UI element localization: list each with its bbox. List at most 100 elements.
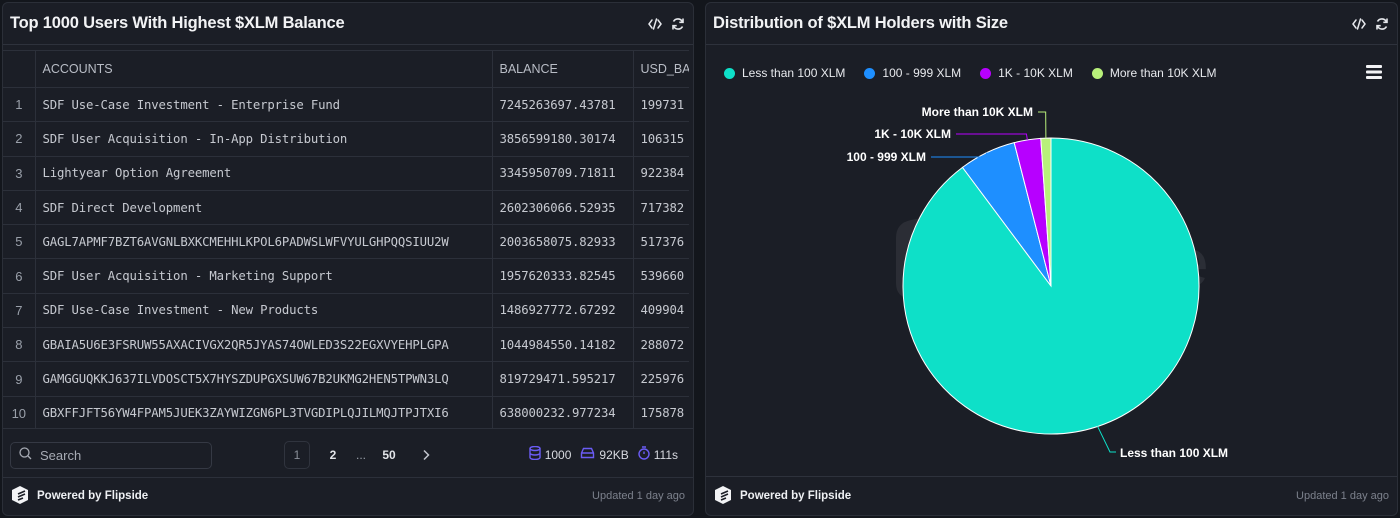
account-cell: GAMGGUQKKJ637ILVDOSCT5X7HYSZDUPGXSUW67B2… [34,361,493,397]
query-stats: 1000 92KB 111s [528,445,678,463]
balance-cell: 1486927772.67292 [491,292,634,329]
footer-divider [706,476,1397,477]
row-count: 1000 [544,447,572,462]
balance-cell: 3345950709.71811 [491,155,634,191]
balance-cell: 819729471.595217 [491,361,634,397]
flipside-logo-icon [10,485,30,508]
account-cell: GAGL7APMF7BZT6AVGNLBXKCMEHHLKPOL6PADWSLW… [34,224,493,260]
account-cell: SDF User Acquisition - In-App Distributi… [34,121,493,157]
distribution-panel: Distribution of $XLM Holders with Size e… [705,2,1398,516]
account-cell: SDF Use-Case Investment - New Products [34,292,493,329]
table-row: 10 GBXFFJFT56YW4FPAM5JUEK3ZAYWIZGN6PL3TVG… [3,395,689,428]
table-row: 9 GAMGGUQKKJ637ILVDOSCT5X7HYSZDUPGXSUW67B… [3,361,689,397]
legend-label: More than 10K XLM [1109,66,1217,80]
results-table: ACCOUNTS BALANCE USD_BA 1 SDF Use-Case In… [3,50,689,428]
row-index: 4 [3,189,36,226]
pie-data-label: Less than 100 XLM [1120,446,1228,460]
balance-cell: 1957620333.82545 [491,258,634,294]
account-cell: SDF Use-Case Investment - Enterprise Fun… [34,86,493,123]
page-2-button[interactable]: 2 [329,448,337,462]
pie-data-labels: Less than 100 XLM 100 - 999 XLM 1K - 10K X… [847,105,1228,460]
balance-cell: 2602306066.52935 [491,189,634,226]
pie-data-label: 100 - 999 XLM [847,150,926,164]
code-icon[interactable] [648,17,662,30]
legend-dot-icon [724,67,735,79]
account-cell: GBAIA5U6E3FSRUW55AXACIVGX2QR5JYAS74OWLED… [34,327,493,363]
row-index: 8 [3,327,36,363]
row-index: 5 [3,224,36,260]
updated-timestamp: Updated 1 day ago [592,490,685,502]
result-size: 92KB [599,447,629,462]
table-row: 7 SDF Use-Case Investment - New Products 1… [3,292,689,329]
balance-cell: 7245263697.43781 [491,86,634,123]
refresh-icon[interactable] [671,17,685,31]
legend-item-less-than-100[interactable]: Less than 100 XLM [724,66,845,80]
pie-data-label: More than 10K XLM [922,105,1033,119]
top-users-panel: Top 1000 Users With Highest $XLM Balance… [2,2,694,516]
page-ellipsis: ... [356,448,367,462]
usd-balance-cell: 539660 [632,258,689,294]
database-icon [528,445,541,463]
updated-timestamp: Updated 1 day ago [1296,490,1389,502]
table-header-row: ACCOUNTS BALANCE USD_BA [3,50,689,88]
column-header-balance[interactable]: BALANCE [491,50,634,88]
row-index: 3 [3,155,36,191]
legend-item-1k-10k[interactable]: 1K - 10K XLM [980,66,1073,80]
flipside-brand[interactable]: Powered by Flipside [713,485,851,508]
legend-item-more-than-10k[interactable]: More than 10K XLM [1091,66,1217,80]
legend-item-100-999[interactable]: 100 - 999 XLM [864,66,961,80]
search-icon [19,446,32,465]
row-index: 6 [3,258,36,294]
page-50-button[interactable]: 50 [382,448,396,462]
column-header-usd-balance[interactable]: USD_BA [632,50,689,88]
table-row: 8 GBAIA5U6E3FSRUW55AXACIVGX2QR5JYAS74OWLE… [3,327,689,363]
code-icon[interactable] [1352,17,1366,30]
row-index: 1 [3,86,36,123]
legend-label: 100 - 999 XLM [882,66,962,80]
refresh-icon[interactable] [1375,17,1389,31]
legend-label: 1K - 10K XLM [998,66,1073,80]
row-index: 10 [3,395,36,428]
usd-balance-cell: 517376 [632,224,689,260]
table-row: 5 GAGL7APMF7BZT6AVGNLBXKCMEHHLKPOL6PADWSL… [3,224,689,260]
pagination: 1 2 ... 50 [284,441,430,469]
legend-dot-icon [980,67,992,79]
usd-balance-cell: 106315 [632,121,689,157]
table-row: 3 Lightyear Option Agreement 3345950709.71… [3,155,689,191]
powered-by-label: Powered by Flipside [37,490,149,502]
usd-balance-cell: 225976 [632,361,689,397]
usd-balance-cell: 199731 [632,86,689,123]
account-cell: SDF Direct Development [34,189,493,226]
chart-menu-hamburger-icon[interactable] [1366,65,1382,84]
panel-title: Top 1000 Users With Highest $XLM Balance [10,14,345,32]
stopwatch-icon [638,446,650,463]
flipside-brand[interactable]: Powered by Flipside [10,485,148,508]
column-header-index [3,50,36,88]
column-header-accounts[interactable]: ACCOUNTS [34,50,493,88]
page-1-button[interactable]: 1 [284,441,310,469]
pie-data-label: 1K - 10K XLM [874,127,951,141]
usd-balance-cell: 175878 [632,395,689,428]
search-input[interactable] [40,448,200,463]
table-row: 4 SDF Direct Development 2602306066.52935 7… [3,189,689,226]
account-cell: SDF User Acquisition - Marketing Support [34,258,493,294]
pie-slices [902,137,1200,435]
balance-cell: 638000232.977234 [491,395,634,428]
usd-balance-cell: 922384 [632,155,689,191]
next-page-chevron-icon[interactable] [422,449,430,461]
row-index: 9 [3,361,36,397]
row-index: 2 [3,121,36,157]
account-cell: GBXFFJFT56YW4FPAM5JUEK3ZAYWIZGN6PL3TVGDI… [34,395,493,428]
chart-legend: Less than 100 XLM 100 - 999 XLM 1K - 10K… [724,66,1217,80]
table-footer: 1 2 ... 50 1000 92KB [3,428,693,478]
powered-by-label: Powered by Flipside [740,490,852,502]
table-row: 2 SDF User Acquisition - In-App Distribut… [3,121,689,157]
usd-balance-cell: 288072 [632,327,689,363]
flipside-logo-icon [713,485,733,508]
search-box[interactable] [10,442,212,469]
legend-dot-icon [864,67,876,79]
panel-header: Distribution of $XLM Holders with Size [706,3,1397,45]
panel-header: Top 1000 Users With Highest $XLM Balance [3,3,693,45]
row-index: 7 [3,292,36,329]
panel-footer: Powered by Flipside Updated 1 day ago [706,477,1397,515]
